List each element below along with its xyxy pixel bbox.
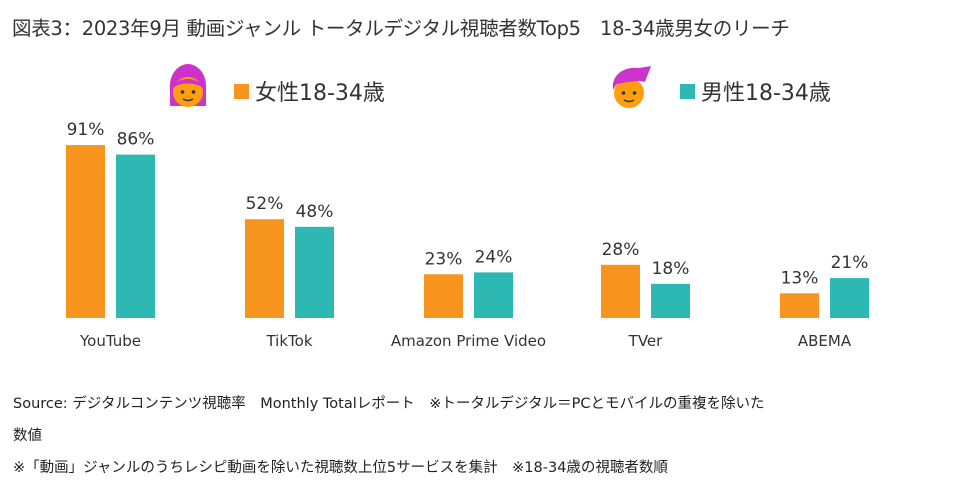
data-label-female-4: 13% xyxy=(781,268,819,288)
female-face-icon xyxy=(169,64,207,107)
legend-male-swatch xyxy=(680,83,695,99)
data-label-female-0: 91% xyxy=(67,120,105,140)
data-label-female-2: 23% xyxy=(425,249,463,269)
category-label-4: ABEMA xyxy=(798,332,852,350)
legend-male-label: 男性18-34歳 xyxy=(701,81,831,106)
bar-male-4 xyxy=(830,278,869,318)
bar-male-3 xyxy=(651,283,690,318)
category-label-0: YouTube xyxy=(79,332,141,350)
bar-male-1 xyxy=(295,226,334,318)
footer-source: Source: デジタルコンテンツ視聴率 Monthly Totalレポート ※… xyxy=(13,396,765,412)
footer-note-continued: 数値 xyxy=(13,428,42,444)
category-label-2: Amazon Prime Video xyxy=(391,332,546,350)
data-label-male-2: 24% xyxy=(475,247,513,267)
data-label-male-4: 21% xyxy=(831,253,869,273)
data-label-male-3: 18% xyxy=(652,259,690,279)
bar-female-4 xyxy=(780,293,819,318)
category-label-3: TVer xyxy=(628,332,663,350)
bar-male-2 xyxy=(474,272,513,318)
bar-chart: 91% 86% YouTube 52% 48% TikTok 23% 24% Amazon Pr… xyxy=(66,120,869,350)
legend-female: 女性18-34歳 xyxy=(234,76,385,106)
legend-male: 男性18-34歳 xyxy=(680,76,831,106)
legend-female-label: 女性18-34歳 xyxy=(255,81,385,106)
data-label-male-1: 48% xyxy=(296,202,334,222)
category-label-1: TikTok xyxy=(265,332,312,350)
bar-female-0 xyxy=(66,145,105,318)
data-label-female-1: 52% xyxy=(246,194,284,214)
bar-female-1 xyxy=(245,219,284,318)
legend-female-swatch xyxy=(234,83,249,99)
bar-male-0 xyxy=(116,154,155,318)
chart-title: 図表3：2023年9月 動画ジャンル トータルデジタル視聴者数Top5 18-3… xyxy=(12,17,790,40)
footer-note: ※「動画」ジャンルのうちレシピ動画を除いた視聴数上位5サービスを集計 ※18-3… xyxy=(13,460,668,476)
male-face-icon xyxy=(612,66,651,108)
bar-female-3 xyxy=(601,264,640,318)
data-label-female-3: 28% xyxy=(602,240,640,260)
data-label-male-0: 86% xyxy=(117,130,155,150)
bar-female-2 xyxy=(424,274,463,318)
